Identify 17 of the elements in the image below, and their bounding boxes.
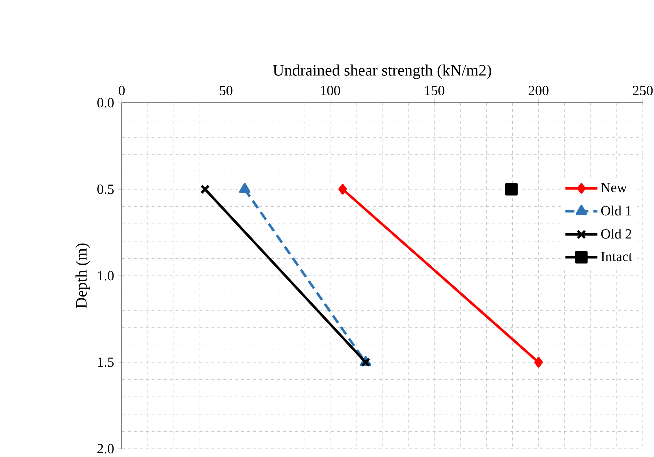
y-tick-label: 1.0	[98, 271, 114, 281]
x-tick-label: 150	[425, 86, 445, 96]
x-axis-title: Undrained shear strength (kN/m2)	[273, 64, 492, 80]
x-tick-label: 200	[528, 86, 549, 96]
legend-label: Intact	[601, 252, 633, 262]
legend-label: Old 1	[601, 206, 632, 216]
legend-label: Old 2	[601, 229, 632, 239]
y-axis-title: Depth (m)	[76, 244, 90, 309]
y-tick-label: 0.5	[98, 184, 114, 194]
y-tick-label: 1.5	[98, 358, 114, 368]
x-tick-label: 100	[321, 86, 340, 96]
x-tick-label: 0	[119, 86, 125, 96]
x-tick-label: 250	[633, 86, 653, 96]
x-tick-label: 50	[220, 86, 233, 96]
y-tick-label: 2.0	[98, 444, 114, 454]
y-tick-label: 0.0	[98, 98, 114, 108]
legend-label: New	[601, 183, 628, 193]
